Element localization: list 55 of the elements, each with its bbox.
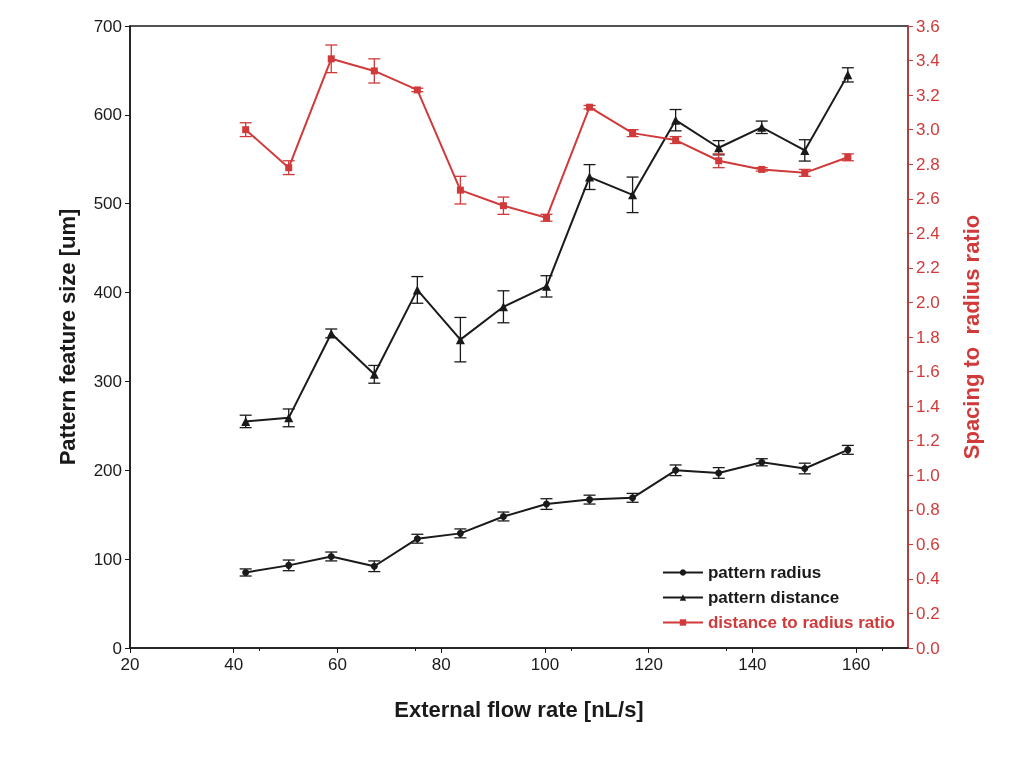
y-axis-title: Pattern feature size [um] bbox=[54, 208, 80, 466]
point bbox=[242, 126, 250, 134]
y-tick-label: 700 bbox=[93, 16, 122, 36]
y-tick-label: 100 bbox=[93, 549, 122, 569]
point bbox=[585, 172, 595, 182]
y2-tick-label: 3.6 bbox=[916, 16, 940, 36]
point bbox=[456, 186, 464, 194]
y2-tick-label: 1.0 bbox=[916, 465, 940, 485]
y-tick-label: 300 bbox=[93, 371, 122, 391]
y2-tick-label: 1.4 bbox=[916, 396, 940, 416]
x-tick-label: 40 bbox=[224, 655, 244, 674]
y-tick-label: 0 bbox=[112, 638, 122, 658]
y2-tick-label: 2.8 bbox=[916, 154, 940, 174]
x-tick-label: 80 bbox=[431, 655, 451, 674]
legend-label: pattern radius bbox=[707, 563, 822, 582]
legend-label: distance to radius ratio bbox=[707, 613, 896, 632]
x-axis-title: External flow rate [nL/s] bbox=[394, 696, 644, 722]
point bbox=[800, 145, 810, 155]
point bbox=[285, 164, 293, 172]
y2-tick-label: 2.2 bbox=[916, 258, 940, 278]
y2-tick-label: 1.2 bbox=[916, 431, 940, 451]
x-tick-label: 160 bbox=[841, 655, 871, 674]
x-tick-label: 120 bbox=[634, 655, 663, 674]
y2-tick-label: 0.0 bbox=[916, 638, 940, 658]
point bbox=[455, 335, 465, 345]
x-tick-label: 100 bbox=[530, 655, 560, 674]
point bbox=[498, 302, 508, 312]
y2-tick-label: 3.2 bbox=[916, 85, 940, 105]
point bbox=[715, 157, 723, 165]
point bbox=[628, 190, 638, 200]
y2-axis-title: Spacing to radius ratio bbox=[958, 214, 984, 460]
y2-tick-label: 2.0 bbox=[916, 292, 940, 312]
point bbox=[370, 67, 378, 75]
x-tick-label: 20 bbox=[120, 655, 140, 674]
y2-tick-label: 3.0 bbox=[916, 120, 940, 140]
x-tick-label: 60 bbox=[328, 655, 347, 674]
y2-tick-label: 2.6 bbox=[916, 189, 940, 209]
y-tick-label: 500 bbox=[93, 194, 122, 214]
y2-tick-label: 1.6 bbox=[916, 362, 940, 382]
y-tick-label: 200 bbox=[93, 460, 122, 480]
y2-tick-label: 2.4 bbox=[916, 223, 940, 243]
y2-tick-label: 0.6 bbox=[916, 534, 940, 554]
y2-tick-label: 1.8 bbox=[916, 327, 940, 347]
point bbox=[369, 369, 379, 379]
y-tick-label: 400 bbox=[93, 283, 122, 303]
point bbox=[327, 55, 335, 63]
y2-tick-label: 3.4 bbox=[916, 51, 940, 71]
y-tick-label: 600 bbox=[93, 105, 122, 125]
point bbox=[499, 202, 507, 210]
y2-tick-label: 0.8 bbox=[916, 500, 940, 520]
y2-tick-label: 0.4 bbox=[916, 569, 940, 589]
point bbox=[671, 115, 681, 125]
x-tick-label: 140 bbox=[738, 655, 767, 674]
legend-label: pattern distance bbox=[707, 588, 840, 607]
y2-tick-label: 0.2 bbox=[916, 603, 940, 623]
